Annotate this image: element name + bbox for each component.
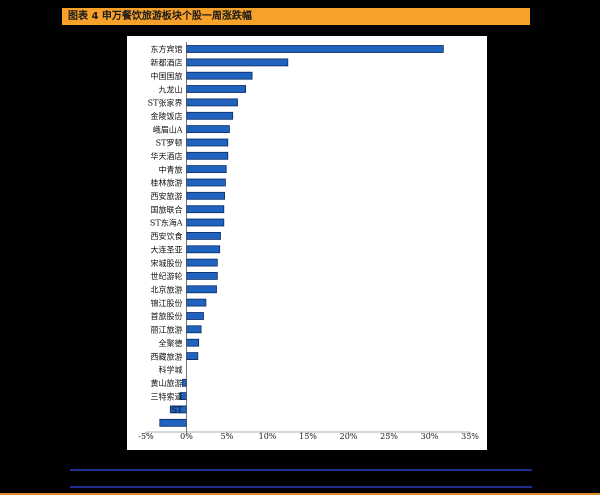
- x-axis: -5% 0% 5% 10% 15% 20% 25% 30% 35%: [138, 42, 479, 441]
- bar-21: [186, 312, 204, 320]
- category-label-18: 世纪游轮: [151, 271, 183, 281]
- bar-14: [186, 218, 225, 227]
- category-label-6: 金陵饭店: [151, 111, 183, 121]
- bar-16: [186, 245, 221, 254]
- bar-11: [186, 178, 226, 187]
- page-bottom-rule: [0, 493, 600, 495]
- category-label-2: 新都酒店: [151, 58, 183, 68]
- bar-18: [186, 271, 218, 280]
- bar-7: [186, 125, 230, 133]
- figure-title: 图表 4 申万餐饮旅游板块个股一周涨跌幅: [62, 8, 530, 25]
- bar-23: [186, 338, 200, 347]
- category-label-17: 宋城股份: [151, 258, 183, 268]
- bar-8: [186, 138, 229, 147]
- category-label-11: 桂林旅游: [151, 178, 183, 188]
- category-label-24: 西藏旅游: [151, 351, 183, 361]
- category-label-23: 全聚德: [159, 338, 183, 348]
- bars-layer: [159, 45, 444, 427]
- divider-rule-bottom: [70, 486, 532, 488]
- bar-29: [159, 418, 187, 427]
- category-label-15: 西安饮食: [151, 231, 183, 241]
- chart-panel: 东方宾馆新都酒店中国国旅九龙山 ST张家界金陵饭店峨眉山A ST罗顿华天酒店中青旅桂…: [127, 36, 487, 450]
- bar-20: [186, 298, 207, 307]
- divider-rule-top: [70, 469, 532, 471]
- bar-22: [186, 325, 202, 334]
- bar-26: [182, 378, 187, 387]
- bar-10: [186, 165, 227, 174]
- category-label-12: 西安旅游: [151, 191, 183, 201]
- category-label-21: 首旅股份: [151, 311, 183, 321]
- x-tick-label-2: 0%: [180, 432, 193, 441]
- bar-24: [186, 352, 199, 361]
- category-label-26: 黄山旅游: [151, 378, 183, 388]
- bar-4: [186, 85, 246, 93]
- x-tick-label-1: -5%: [138, 432, 154, 441]
- x-tick-label-3: 5%: [221, 432, 234, 441]
- category-label-4: 九龙山: [159, 84, 183, 94]
- category-label-25: 科学城: [159, 365, 183, 375]
- category-label-7: 峨眉山A: [153, 124, 183, 134]
- category-label-20: 锦江股份: [151, 298, 183, 308]
- category-label-10: 中青旅: [159, 164, 183, 174]
- category-label-3: 中国国旅: [151, 71, 183, 81]
- category-label-8: ST罗顿: [156, 138, 183, 148]
- bar-17: [186, 258, 218, 267]
- bar-3: [186, 71, 253, 80]
- category-label-19: 北京旅游: [151, 285, 183, 295]
- category-label-13: 国旅联合: [151, 204, 183, 214]
- category-label-1: 东方宾馆: [151, 44, 183, 54]
- x-tick-label-4: 10%: [259, 432, 277, 441]
- bar-19: [186, 285, 217, 294]
- bar-6: [186, 111, 234, 120]
- bar-1: [186, 45, 444, 53]
- category-label-22: 丽江旅游: [151, 325, 183, 335]
- x-tick-label-5: 15%: [299, 432, 317, 441]
- category-label-14: ST东海A: [150, 218, 183, 228]
- x-tick-label-8: 30%: [421, 432, 439, 441]
- bar-9: [186, 151, 229, 160]
- bar-13: [186, 205, 225, 214]
- bar-12: [186, 191, 225, 200]
- category-label-9: 华天酒店: [151, 151, 183, 161]
- bar-15: [186, 231, 221, 240]
- category-label-28: ST: [172, 406, 183, 415]
- x-tick-label-9: 35%: [461, 432, 479, 441]
- bar-5: [186, 98, 238, 107]
- x-tick-label-6: 20%: [340, 432, 358, 441]
- x-tick-label-7: 25%: [380, 432, 398, 441]
- category-label-27: 三特索道: [151, 391, 183, 401]
- category-label-16: 大连圣亚: [151, 244, 183, 254]
- bar-2: [186, 58, 289, 67]
- category-label-5: ST张家界: [148, 98, 183, 108]
